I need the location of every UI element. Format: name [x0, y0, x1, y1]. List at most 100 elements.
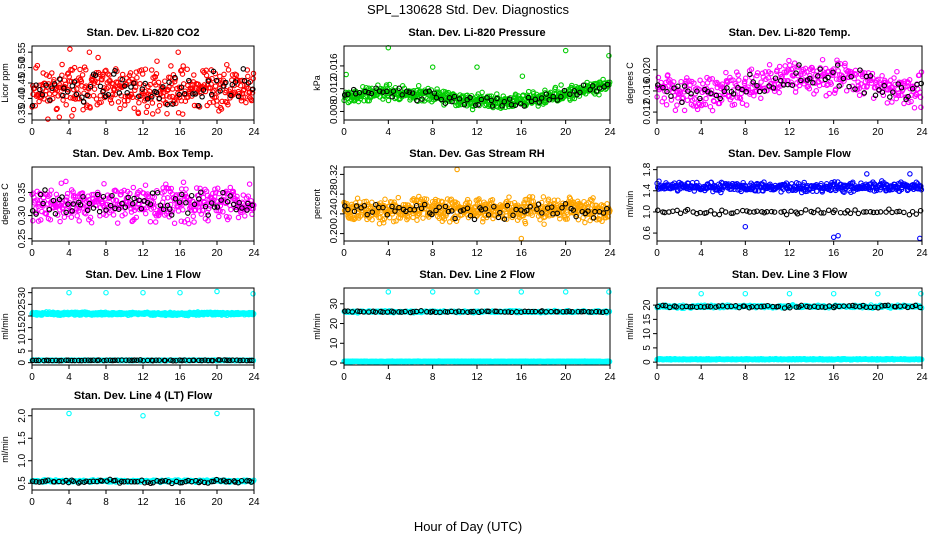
data-point	[708, 90, 714, 97]
data-point	[894, 68, 900, 75]
data-point	[133, 69, 140, 75]
panel-title: Stan. Dev. Amb. Box Temp.	[73, 148, 214, 160]
data-point	[357, 213, 364, 219]
data-point	[69, 113, 75, 119]
data-point	[29, 102, 36, 109]
data-point	[192, 91, 198, 97]
x-tick-label: 16	[828, 127, 840, 138]
x-tick-label: 8	[103, 372, 109, 383]
data-point	[34, 62, 41, 69]
data-point	[709, 107, 716, 114]
data-point	[848, 73, 854, 80]
data-point	[219, 98, 225, 105]
data-point	[446, 95, 453, 101]
data-point	[894, 208, 900, 215]
data-point	[245, 80, 252, 86]
data-point	[203, 67, 209, 74]
outlier-point	[175, 49, 181, 55]
data-point	[353, 203, 360, 209]
data-point	[511, 199, 518, 206]
data-point	[857, 67, 863, 73]
data-point	[153, 71, 160, 77]
data-point	[831, 179, 838, 185]
data-point	[453, 218, 460, 224]
data-point	[728, 77, 734, 84]
data-point	[208, 91, 215, 98]
data-point	[754, 208, 760, 214]
data-point	[97, 93, 104, 99]
data-point	[395, 194, 402, 201]
data-point	[43, 82, 49, 88]
data-point	[381, 216, 388, 222]
data-point	[451, 93, 458, 100]
data-point	[216, 213, 222, 220]
data-point	[415, 82, 422, 89]
data-point	[414, 217, 420, 223]
data-point	[405, 215, 411, 221]
x-tick-label: 4	[698, 127, 704, 138]
data-point	[79, 190, 86, 196]
data-point	[154, 189, 161, 196]
x-tick-label: 4	[66, 127, 72, 138]
data-point	[341, 92, 348, 98]
data-point	[232, 79, 239, 85]
x-tick-label: 4	[698, 248, 704, 259]
data-point	[206, 99, 213, 106]
data-point	[112, 357, 118, 364]
data-point	[149, 94, 155, 100]
data-point	[452, 215, 458, 222]
data-point	[660, 84, 666, 91]
data-point	[245, 193, 252, 199]
data-point	[813, 188, 820, 195]
data-point	[567, 91, 573, 97]
data-point	[503, 216, 510, 222]
outlier-point	[519, 73, 526, 79]
y-tick-label: 0.32	[329, 164, 340, 184]
x-tick-label: 4	[386, 127, 392, 138]
data-point	[386, 81, 393, 88]
data-point	[171, 220, 178, 227]
data-point	[449, 208, 455, 214]
data-point	[762, 69, 769, 75]
data-point	[369, 209, 376, 215]
outlier-point	[140, 289, 146, 296]
data-point	[147, 81, 153, 88]
data-point	[134, 74, 140, 81]
x-tick-label: 12	[784, 127, 796, 138]
data-point	[144, 103, 151, 110]
data-point	[139, 71, 146, 77]
y-tick-label: 25	[17, 298, 28, 310]
data-point	[485, 212, 492, 218]
data-point	[205, 217, 211, 224]
data-point	[46, 206, 53, 213]
data-point	[60, 97, 66, 103]
data-point	[172, 196, 179, 202]
data-point	[236, 199, 242, 206]
data-point	[745, 84, 751, 90]
outlier-point	[917, 235, 923, 242]
data-point	[807, 72, 813, 79]
data-point	[58, 180, 65, 186]
data-point	[467, 212, 474, 219]
data-point	[419, 96, 425, 102]
data-point	[890, 89, 896, 95]
data-point	[397, 215, 404, 221]
data-point	[361, 203, 368, 209]
data-point	[110, 212, 117, 218]
data-point	[102, 68, 108, 74]
data-point	[228, 92, 234, 99]
data-point	[791, 60, 798, 66]
data-point	[852, 70, 858, 77]
data-point	[50, 197, 57, 204]
data-point	[180, 63, 186, 69]
data-point	[718, 189, 724, 196]
data-point	[721, 91, 728, 98]
data-point	[558, 82, 564, 88]
data-point	[93, 96, 100, 102]
data-point	[144, 96, 151, 102]
data-point	[484, 94, 490, 101]
data-point	[684, 97, 691, 104]
data-point	[133, 214, 140, 221]
data-point	[184, 66, 190, 73]
x-tick-label: 0	[654, 248, 660, 259]
